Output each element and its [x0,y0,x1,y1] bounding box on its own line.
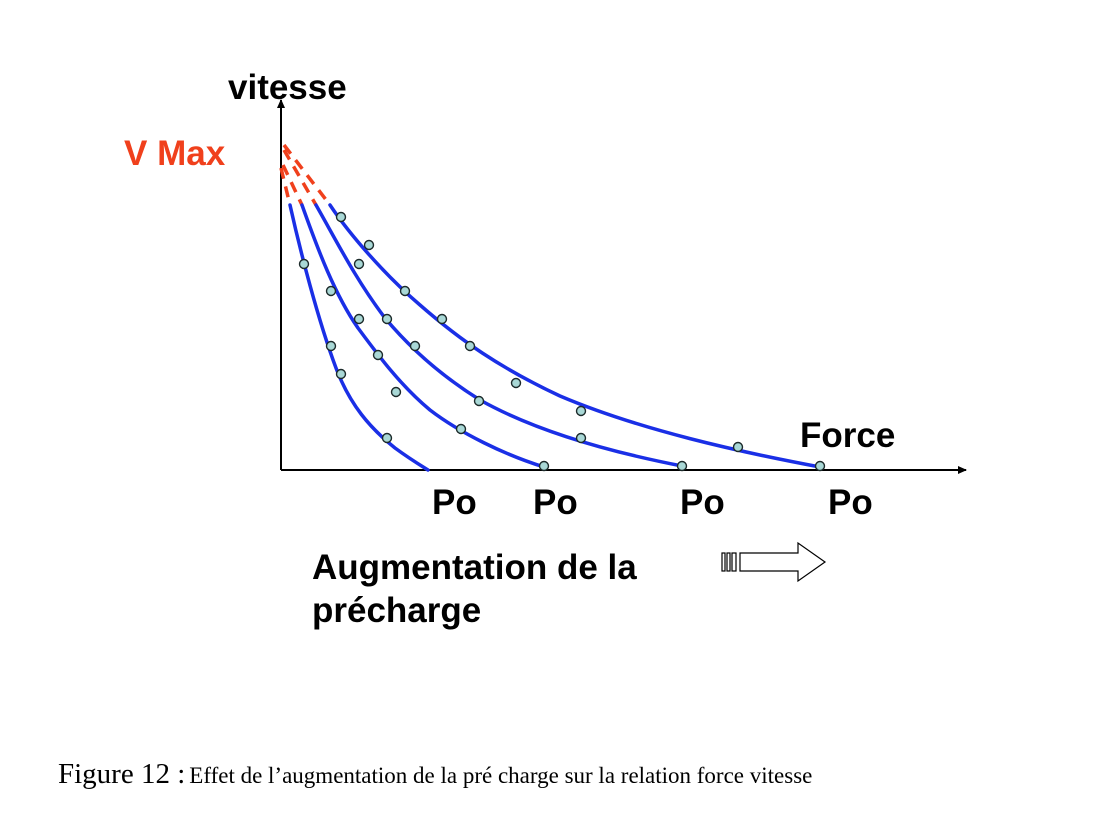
figure-caption: Figure 12 : Effet de l’augmentation de l… [58,758,812,791]
data-point [335,368,347,380]
po-label-2: Po [533,483,578,522]
data-point [473,395,485,407]
po-label-4: Po [828,483,873,522]
y-axis-label: vitesse [228,68,347,107]
po-label-3: Po [680,483,725,522]
vmax-dash-1 [279,167,292,206]
vmax-extrapolations [279,143,332,207]
data-point [363,239,375,251]
preload-increase-label: Augmentation de la précharge [312,546,712,632]
data-point [575,432,587,444]
data-point [325,285,337,297]
preload-increase-line-1: Augmentation de la [312,548,637,587]
data-points [298,211,826,472]
curve-4 [328,203,822,469]
data-point [298,258,310,270]
x-axis-label: Force [800,416,896,455]
curve-2 [300,203,546,469]
data-point [575,405,587,417]
data-point [510,377,522,389]
preload-increase-line-2: précharge [312,591,482,630]
data-point [409,340,421,352]
data-point [381,313,393,325]
data-point [381,432,393,444]
vmax-dash-2 [281,164,304,206]
data-point [390,386,402,398]
data-point [372,349,384,361]
data-point [436,313,448,325]
data-point [399,285,411,297]
vmax-dash-4 [282,143,332,207]
data-point [353,313,365,325]
data-point [814,460,826,472]
data-point [676,460,688,472]
data-point [325,340,337,352]
data-point [335,211,347,223]
data-point [538,460,550,472]
data-point [732,441,744,453]
caption-text: Effet de l’augmentation de la pré charge… [189,763,813,788]
vmax-label: V Max [124,134,226,173]
data-point [353,258,365,270]
po-label-1: Po [432,483,477,522]
vmax-dash-3 [282,149,318,206]
data-point [455,423,467,435]
data-point [464,340,476,352]
right-outline-arrow-icon [721,541,827,583]
caption-number: Figure 12 : [58,758,186,790]
